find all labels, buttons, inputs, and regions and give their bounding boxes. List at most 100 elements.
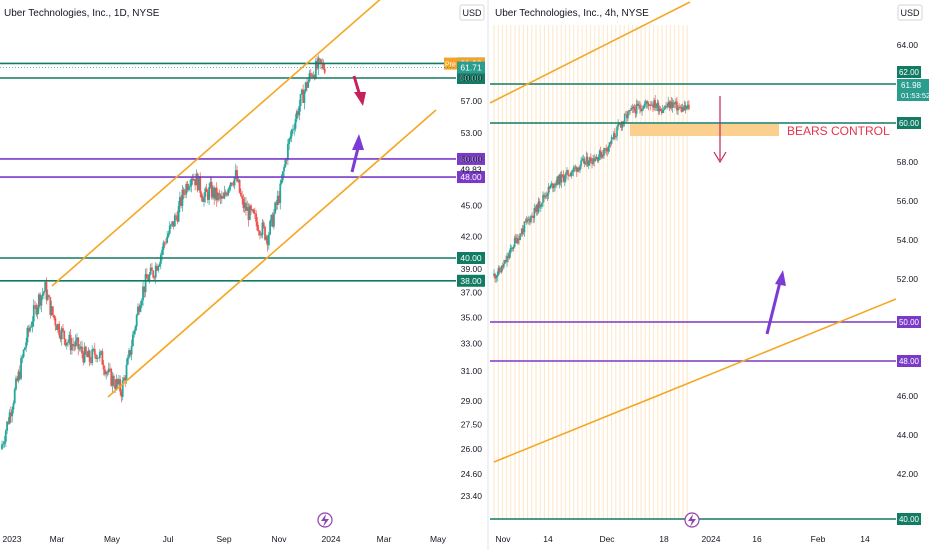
- candle-body: [18, 371, 21, 379]
- candle-body: [78, 348, 81, 350]
- candle-body: [596, 157, 599, 161]
- candle-body: [83, 346, 86, 363]
- candle-body: [274, 202, 277, 214]
- candle-body: [288, 138, 291, 145]
- right-annotations: [713, 96, 786, 335]
- candle-body: [91, 349, 94, 363]
- candle-body: [645, 101, 648, 104]
- candle-body: [157, 266, 160, 271]
- left-chart-panel[interactable]: Uber Technologies, Inc., 1D, NYSE USD 62…: [0, 0, 485, 550]
- candle-body: [612, 133, 615, 139]
- left-currency-button[interactable]: [459, 4, 485, 21]
- candle-body: [680, 106, 683, 112]
- candle-body: [574, 167, 577, 168]
- candle-body: [105, 371, 108, 375]
- candle-body: [519, 233, 521, 240]
- candle-body: [239, 192, 242, 196]
- candle-body: [256, 221, 259, 231]
- candle-body: [655, 106, 658, 108]
- candle-body: [534, 208, 537, 212]
- left-annotations: [350, 75, 366, 173]
- candle-body: [578, 167, 580, 171]
- left-level-label: 48.00: [460, 172, 482, 182]
- candle-body: [260, 234, 263, 236]
- candle-body: [634, 110, 637, 114]
- candle-body: [556, 176, 558, 185]
- candle-body: [628, 110, 630, 112]
- candle-body: [595, 157, 598, 160]
- candle-body: [311, 74, 313, 77]
- candle-body: [27, 327, 30, 332]
- candle-body: [225, 193, 228, 196]
- candle-body: [511, 248, 514, 249]
- candle-body: [573, 167, 576, 169]
- left-chart-background: [0, 0, 456, 550]
- candle-body: [671, 102, 674, 108]
- candle-body: [30, 326, 33, 328]
- right-chart-panel[interactable]: Uber Technologies, Inc., 4h, NYSE USD BE…: [489, 1, 930, 544]
- candle-body: [199, 176, 202, 193]
- candle-body: [40, 295, 43, 306]
- candle-body: [259, 231, 261, 236]
- candle-body: [88, 350, 91, 362]
- candle-body: [106, 371, 109, 373]
- candle-body: [607, 146, 610, 152]
- candle-body: [606, 150, 609, 152]
- candle-body: [123, 377, 125, 381]
- left-price-axis[interactable]: 60.00 57.00 53.00 50.00 45.00 42.00 39.00 37.00…: [461, 73, 483, 501]
- candle-body: [184, 194, 186, 195]
- candle-body: [667, 101, 670, 107]
- candle-body: [153, 277, 156, 279]
- candle-body: [292, 129, 294, 131]
- candle-body: [74, 340, 77, 347]
- candle-body: [648, 104, 651, 106]
- candle-body: [516, 238, 518, 244]
- candle-body: [684, 105, 687, 109]
- candle-body: [500, 265, 503, 273]
- candle-body: [524, 221, 527, 223]
- candle-body: [102, 364, 105, 370]
- right-time-axis[interactable]: Nov 14 Dec 18 2024 16 Feb 14: [495, 534, 870, 544]
- candle-body: [530, 216, 532, 223]
- candle-body: [111, 375, 114, 386]
- right-price-tick: 64.00: [897, 40, 919, 50]
- right-price-tick: 52.00: [897, 274, 919, 284]
- candle-body: [107, 368, 110, 373]
- left-time-tick: Sep: [216, 534, 231, 544]
- candle-body: [148, 274, 151, 282]
- right-currency-button[interactable]: [897, 4, 923, 21]
- candle-body: [546, 194, 549, 197]
- candle-body: [531, 216, 533, 217]
- right-price-axis[interactable]: 64.00 58.00 56.00 54.00 52.00 46.00 44.00 42.00: [897, 40, 919, 479]
- candle-body: [507, 256, 509, 259]
- candle-body: [561, 174, 564, 176]
- candle-body: [508, 253, 511, 259]
- left-price-tick: 29.00: [461, 396, 483, 406]
- candle-body: [518, 238, 520, 240]
- candle-body: [654, 100, 656, 108]
- candle-body: [496, 274, 499, 277]
- left-lightning-icon[interactable]: [317, 512, 333, 528]
- left-price-tick: 26.00: [461, 444, 483, 454]
- candle-body: [591, 162, 593, 164]
- candle-body: [604, 148, 606, 149]
- candle-body: [532, 216, 534, 219]
- candle-body: [242, 198, 245, 209]
- right-candles: [493, 94, 690, 283]
- candle-body: [611, 137, 614, 139]
- candle-body: [87, 350, 90, 358]
- right-time-tick: 18: [659, 534, 669, 544]
- left-price-tick: 53.00: [461, 128, 483, 138]
- candle-body: [97, 357, 100, 359]
- candle-body: [652, 104, 654, 108]
- candle-body: [306, 82, 308, 88]
- candle-body: [549, 185, 552, 189]
- left-time-axis[interactable]: 2023 Mar May Jul Sep Nov 2024 Mar May: [3, 534, 447, 544]
- candle-body: [669, 101, 672, 109]
- candle-body: [137, 306, 139, 316]
- candle-body: [271, 214, 274, 227]
- candle-body: [536, 204, 539, 213]
- right-lightning-icon[interactable]: [684, 512, 700, 528]
- candle-body: [104, 369, 106, 375]
- candle-body: [678, 107, 680, 109]
